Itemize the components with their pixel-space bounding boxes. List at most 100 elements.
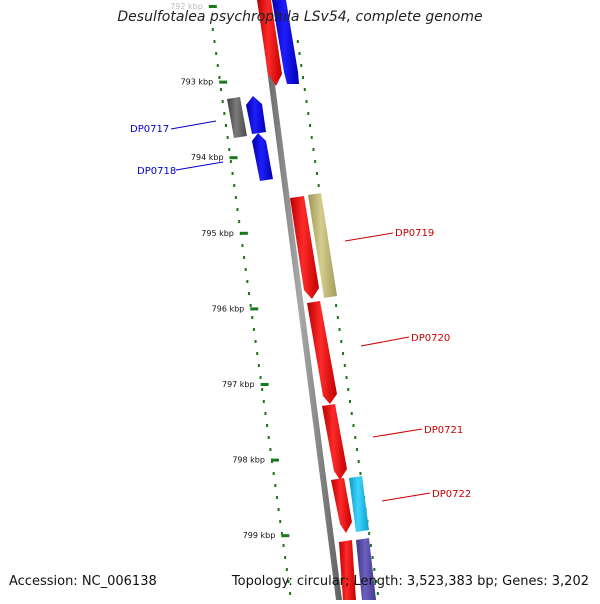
scale-dot — [257, 364, 260, 367]
scale-dot — [280, 532, 283, 535]
scale-dot — [269, 448, 272, 451]
scale-tick-label: 799 kbp — [243, 531, 276, 540]
scale-tick — [239, 231, 248, 235]
scale-dot — [277, 508, 280, 511]
outer-dot — [335, 304, 338, 307]
dotted-scale-arc — [211, 28, 292, 595]
outer-dot — [371, 556, 374, 559]
gene-feature-dp0717 — [246, 96, 266, 134]
scale-dot — [233, 184, 236, 187]
gene-feature-dp0722 — [349, 476, 369, 532]
outer-dot — [359, 472, 362, 475]
outer-dot — [300, 64, 303, 67]
scale-tick-label: 792 kbp — [170, 2, 203, 11]
outer-dot — [308, 124, 311, 127]
scale-tick-label: 793 kbp — [181, 78, 214, 87]
gene-label-dp0718[interactable]: DP0718 — [137, 166, 176, 177]
gene-feature — [272, 0, 299, 84]
outer-dot — [305, 100, 308, 103]
outer-dot — [314, 160, 317, 163]
scale-tick — [270, 458, 279, 462]
outer-dot — [303, 88, 306, 91]
map-title: Desulfotalea psychrophila LSv54, complet… — [117, 9, 483, 25]
scale-dot — [287, 580, 290, 583]
outer-dot — [345, 376, 348, 379]
outer-dot — [349, 400, 351, 403]
accession-text: Accession: NC_006138 — [9, 574, 157, 589]
outer-dot — [310, 136, 313, 139]
scale-dot — [267, 436, 270, 439]
scale-dot — [252, 328, 255, 331]
scale-dot — [259, 376, 262, 379]
gene-feature — [356, 538, 376, 600]
scale-dot — [243, 256, 246, 259]
genome-backbone — [258, 0, 342, 600]
scale-dot — [284, 556, 287, 559]
scale-tick-label: 795 kbp — [201, 229, 234, 238]
scale-tick — [260, 383, 269, 386]
outer-dot — [302, 76, 305, 79]
genome-stats-text: Topology: circular; Length: 3,523,383 bp… — [231, 574, 589, 589]
outer-dot — [340, 340, 343, 343]
scale-dot — [231, 172, 234, 175]
scale-dot — [272, 472, 275, 475]
outer-dot — [369, 544, 372, 547]
outer-dot — [357, 460, 360, 463]
scale-dot — [285, 568, 288, 571]
scale-dot — [226, 136, 229, 139]
scale-dot — [223, 112, 226, 115]
outer-dot — [375, 580, 378, 583]
gene-label-dp0721[interactable]: DP0721 — [424, 425, 463, 436]
scale-dot — [241, 244, 244, 247]
scale-tick — [229, 156, 238, 160]
outer-dot — [342, 352, 345, 355]
outer-dot — [315, 172, 318, 175]
scale-tick — [281, 534, 290, 538]
scale-dot — [221, 100, 224, 103]
scale-dot — [224, 124, 227, 127]
gene-feature-dp0719 — [308, 193, 337, 298]
scale-tick-label: 796 kbp — [212, 304, 245, 313]
scale-dot — [262, 400, 265, 403]
scale-dot — [249, 304, 252, 307]
gene-label-dp0720[interactable]: DP0720 — [411, 333, 450, 344]
scale-dot — [289, 592, 292, 595]
scale-dot — [244, 268, 247, 271]
scale-dot — [215, 52, 218, 55]
scale-dot — [274, 484, 277, 487]
gene-label-dp0717[interactable]: DP0717 — [130, 124, 169, 135]
outer-dot — [376, 592, 379, 595]
scale-dot — [246, 280, 249, 283]
outer-dot — [352, 424, 355, 427]
gene-label-dp0722[interactable]: DP0722 — [432, 489, 471, 500]
outer-dot — [373, 568, 376, 571]
outer-dot — [338, 328, 341, 331]
gene-feature — [257, 0, 282, 86]
scale-dot — [229, 160, 232, 163]
gene-labels: DP0717 DP0718 DP0719 DP0720 DP0721 DP072… — [130, 124, 471, 500]
gene-label-dp0719[interactable]: DP0719 — [395, 228, 434, 239]
scale-dot — [251, 316, 254, 319]
gene-feature — [339, 540, 356, 600]
scale-dot — [279, 520, 282, 523]
scale-dot — [236, 208, 239, 211]
outer-dot — [347, 388, 350, 391]
gene-feature — [227, 97, 247, 138]
outer-dot — [317, 184, 320, 187]
scale-dot — [228, 148, 231, 151]
outer-dot — [354, 436, 357, 439]
scale-dot — [248, 292, 251, 295]
scale-tick-label: 794 kbp — [191, 153, 224, 162]
gene-label-leaders — [170, 120, 431, 502]
gene-feature — [331, 478, 352, 533]
scale-dot — [264, 412, 267, 415]
scale-dot — [218, 76, 221, 79]
scale-dot — [220, 88, 223, 91]
gene-feature — [290, 196, 319, 299]
scale-dot — [261, 388, 264, 391]
scale-dot — [266, 424, 269, 427]
scale-dot — [211, 28, 214, 31]
gene-feature-dp0720 — [307, 301, 337, 404]
